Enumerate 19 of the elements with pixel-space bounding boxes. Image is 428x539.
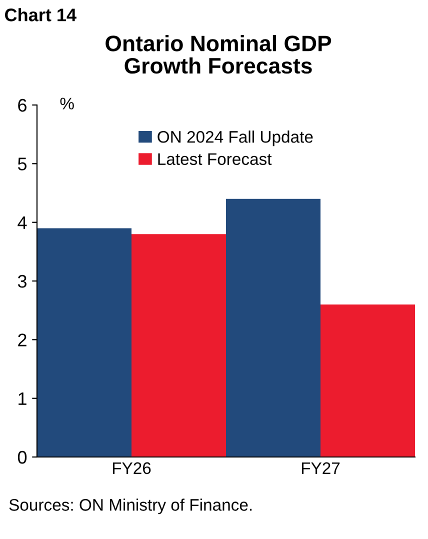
x-tick-label: FY27 [302, 462, 340, 474]
source-note: Sources: ON Ministry of Finance. [9, 498, 252, 514]
y-tick-label: 4 [18, 216, 27, 229]
x-tick-label: FY26 [112, 462, 151, 474]
bar [226, 198, 320, 457]
y-tick-label: 0 [18, 450, 27, 464]
bar [132, 234, 226, 457]
y-tick-label: 2 [18, 334, 26, 346]
legend-label: ON 2024 Fall Update [158, 130, 313, 146]
chart-subtitle: Chart 14 [5, 8, 76, 22]
y-tick-label: 1 [18, 392, 26, 405]
y-axis-title: % [60, 98, 74, 110]
bar [37, 228, 132, 457]
chart-title: Ontario Nominal GDP Growth Forecasts [106, 35, 332, 74]
y-tick-label: 6 [18, 98, 26, 112]
legend-label: Latest Forecast [158, 153, 272, 166]
bar [320, 304, 415, 457]
y-tick-label: 3 [18, 274, 26, 288]
y-tick-label: 5 [18, 158, 27, 170]
